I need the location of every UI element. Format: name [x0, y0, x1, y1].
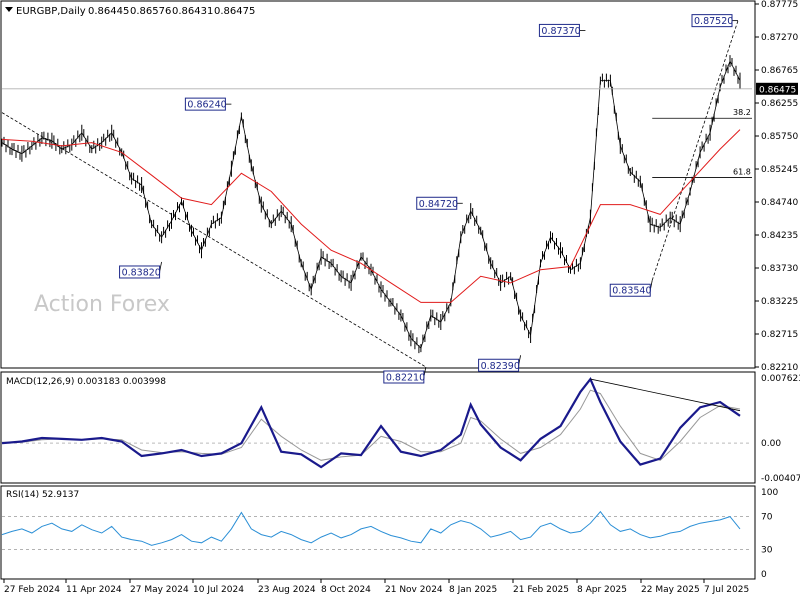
rsi-tick-label: 30	[761, 545, 773, 555]
price-tick-label: 0.86765	[761, 66, 798, 76]
close-value: 0.86475	[214, 6, 255, 17]
collapse-triangle-icon	[5, 7, 13, 12]
macd-tick-label: -0.004073	[761, 474, 800, 484]
price-tick-label: 0.84235	[761, 231, 798, 241]
rsi-title: RSI(14) 52.9137	[6, 490, 79, 500]
date-tick-label: 11 Apr 2024	[66, 585, 122, 595]
price-tick-label: 0.83225	[761, 297, 798, 307]
rsi-line	[1, 510, 741, 546]
open-value: 0.86445	[88, 6, 129, 17]
price-tick-label: 0.83730	[761, 264, 798, 274]
annotation-label: 0.83820	[122, 267, 161, 278]
annotation-label: 0.83540	[612, 286, 651, 297]
price-axis: 0.87775 0.87270 0.86765 0.86255 0.85750 0.852…	[652, 0, 798, 373]
annotation-box	[383, 370, 425, 384]
annotation-box	[416, 196, 458, 210]
annotation-label: 0.87370	[541, 26, 580, 37]
current-price-label: 0.86475	[759, 85, 796, 95]
rsi-tick-label: 100	[761, 488, 778, 498]
date-tick-label: 27 May 2024	[130, 585, 189, 595]
price-tick-label: 0.82715	[761, 330, 798, 340]
price-tick-label: 0.87775	[761, 0, 798, 10]
moving-average-line	[1, 129, 741, 303]
fib-level-label: 61.8	[733, 167, 751, 176]
price-bars	[1, 55, 741, 354]
current-price-badge	[756, 82, 798, 95]
watermark: Action Forex	[34, 292, 170, 317]
annotation-box	[609, 283, 651, 297]
date-tick-label: 27 Feb 2024	[4, 585, 60, 595]
annotation-label: 0.84720	[419, 199, 458, 210]
price-tick-label: 0.84740	[761, 198, 798, 208]
annotation-label: 0.86240	[187, 100, 226, 111]
annotation-box	[538, 23, 580, 37]
high-value: 0.86576	[130, 6, 171, 17]
date-tick-label: 10 Jul 2024	[193, 585, 244, 595]
macd-tick-label: 0.00	[761, 439, 781, 449]
date-tick-label: 7 Jul 2025	[704, 585, 749, 595]
moving-average-series	[1, 129, 741, 303]
macd-line	[1, 376, 741, 469]
price-annotations: 0.86240 0.83820 0.82210 0.84720 0.82390 0.873…	[119, 14, 739, 384]
symbol-label: EURGBP,Daily	[16, 6, 86, 17]
price-tick-label: 0.85750	[761, 132, 798, 142]
price-panel-frame	[0, 0, 756, 369]
price-tick-label: 0.86255	[761, 99, 798, 109]
low-value: 0.86431	[172, 6, 213, 17]
annotation-box	[119, 265, 161, 279]
rsi-panel-frame	[0, 485, 756, 580]
uptrend-line	[651, 20, 739, 281]
rsi-series: 100 70 30 0	[1, 488, 778, 580]
date-axis: 27 Feb 2024 11 Apr 2024 27 May 2024 10 Jul …	[3, 579, 749, 595]
macd-tick-label: 0.007623	[761, 374, 800, 384]
downtrend-line	[1, 112, 427, 368]
rsi-tick-label: 70	[761, 513, 773, 523]
annotation-box	[691, 14, 733, 28]
annotation-label: 0.82390	[481, 361, 520, 372]
price-header: EURGBP,Daily 0.86445 0.86576 0.86431 0.8…	[5, 6, 255, 17]
price-tick-label: 0.82210	[761, 363, 798, 373]
price-tick-label: 0.85245	[761, 165, 798, 175]
fib-level-label: 38.2	[733, 108, 751, 117]
date-tick-label: 8 Apr 2025	[577, 585, 627, 595]
date-tick-label: 23 Aug 2024	[258, 585, 316, 595]
annotation-box	[478, 358, 520, 372]
macd-title: MACD(12,26,9) 0.003183 0.003998	[6, 377, 166, 387]
price-tick-label: 0.87270	[761, 33, 798, 43]
macd-series: 0.007623 0.00 -0.004073	[1, 374, 800, 484]
date-tick-label: 8 Jan 2025	[449, 585, 497, 595]
annotation-box	[184, 97, 226, 111]
annotation-label: 0.82210	[386, 373, 425, 384]
date-tick-label: 8 Oct 2024	[321, 585, 371, 595]
annotation-label: 0.87520	[694, 16, 733, 27]
trend-lines	[1, 20, 739, 368]
rsi-tick-label: 0	[761, 570, 767, 580]
macd-divergence-line	[590, 378, 741, 412]
date-tick-label: 21 Feb 2025	[513, 585, 569, 595]
date-tick-label: 21 Nov 2024	[385, 585, 443, 595]
date-tick-label: 22 May 2025	[641, 585, 700, 595]
current-price-marker: 0.86475	[2, 82, 798, 95]
macd-panel-frame	[0, 371, 756, 484]
